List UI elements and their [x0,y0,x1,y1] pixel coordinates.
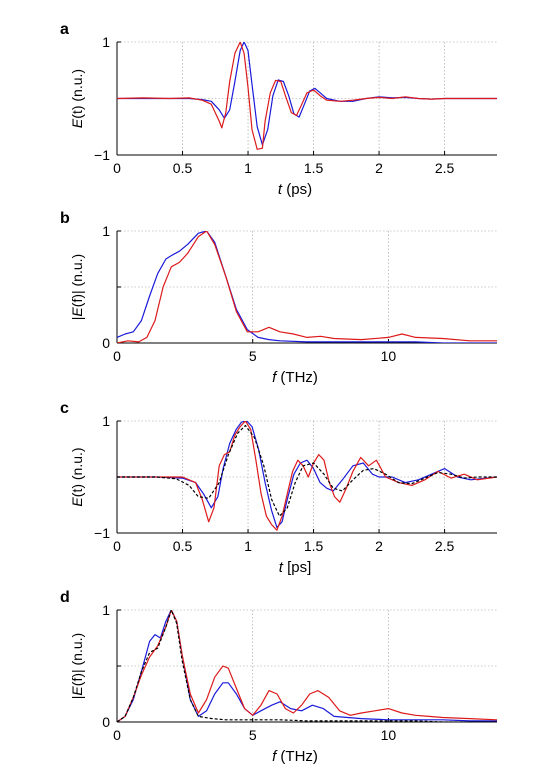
panel-c: c 0 0.5 1 1.5 2 2.5 −1 1 t [ps] E(t) (n.u.) [60,400,497,576]
x-axis-label: f (THz) [272,748,318,765]
series-line-3 [117,610,497,722]
y-tick-label: 1 [102,223,110,239]
series-group [117,421,497,531]
y-tick-label: 0 [102,714,110,730]
x-tick-label: 2 [375,538,383,554]
y-tick-label: 1 [102,34,110,50]
panel-b: b 0 5 10 0 1 f (THz) |E(f)| (n.u.) [60,210,497,386]
panel-d: d 0 5 10 0 1 f (THz) |E(f)| (n.u.) [60,589,497,765]
y-tick-label: −1 [94,525,110,541]
y-axis-label: |E(f)| (n.u.) [69,633,85,699]
x-tick-label: 2 [375,160,383,176]
x-tick-label: 10 [381,727,397,743]
panel-a: a 0 0.5 1 1.5 2 2.5 −1 1 t (ps) E(t) (n.u.) [60,21,497,198]
y-tick-label: −1 [94,147,110,163]
x-axis-label: t (ps) [278,181,312,198]
y-axis-label: |E(f)| (n.u.) [69,254,85,320]
series-line-2 [117,231,497,343]
x-tick-label: 1.5 [304,160,324,176]
x-tick-label: 5 [249,348,257,364]
panel-letter: d [60,589,70,606]
series-line-1 [117,610,497,722]
series-group [117,610,497,722]
x-axis-label: t [ps] [279,559,312,576]
y-tick-label: 1 [102,602,110,618]
x-tick-label: 0.5 [173,160,193,176]
panel-letter: c [60,400,69,417]
series-line-2 [117,42,497,150]
series-line-3 [117,424,497,517]
panel-letter: b [60,210,70,227]
x-tick-label: 0 [113,538,121,554]
x-tick-label: 0 [113,160,121,176]
y-axis-label: E(t) (n.u.) [69,69,85,128]
x-axis-label: f (THz) [272,369,318,386]
x-tick-label: 2.5 [435,160,455,176]
x-tick-label: 10 [381,348,397,364]
panel-letter: a [60,21,69,38]
y-tick-label: 0 [102,335,110,351]
x-tick-label: 2.5 [435,538,455,554]
series-line-2 [117,421,497,531]
x-tick-label: 1 [244,538,252,554]
x-tick-label: 0 [113,727,121,743]
x-tick-label: 1 [244,160,252,176]
y-tick-label: 1 [102,413,110,429]
x-tick-label: 5 [249,727,257,743]
series-group [117,42,497,150]
series-line-1 [117,421,497,529]
x-tick-label: 0.5 [173,538,193,554]
series-group [117,231,497,343]
x-tick-label: 1.5 [304,538,324,554]
x-tick-label: 0 [113,348,121,364]
y-axis-label: E(t) (n.u.) [69,447,85,506]
